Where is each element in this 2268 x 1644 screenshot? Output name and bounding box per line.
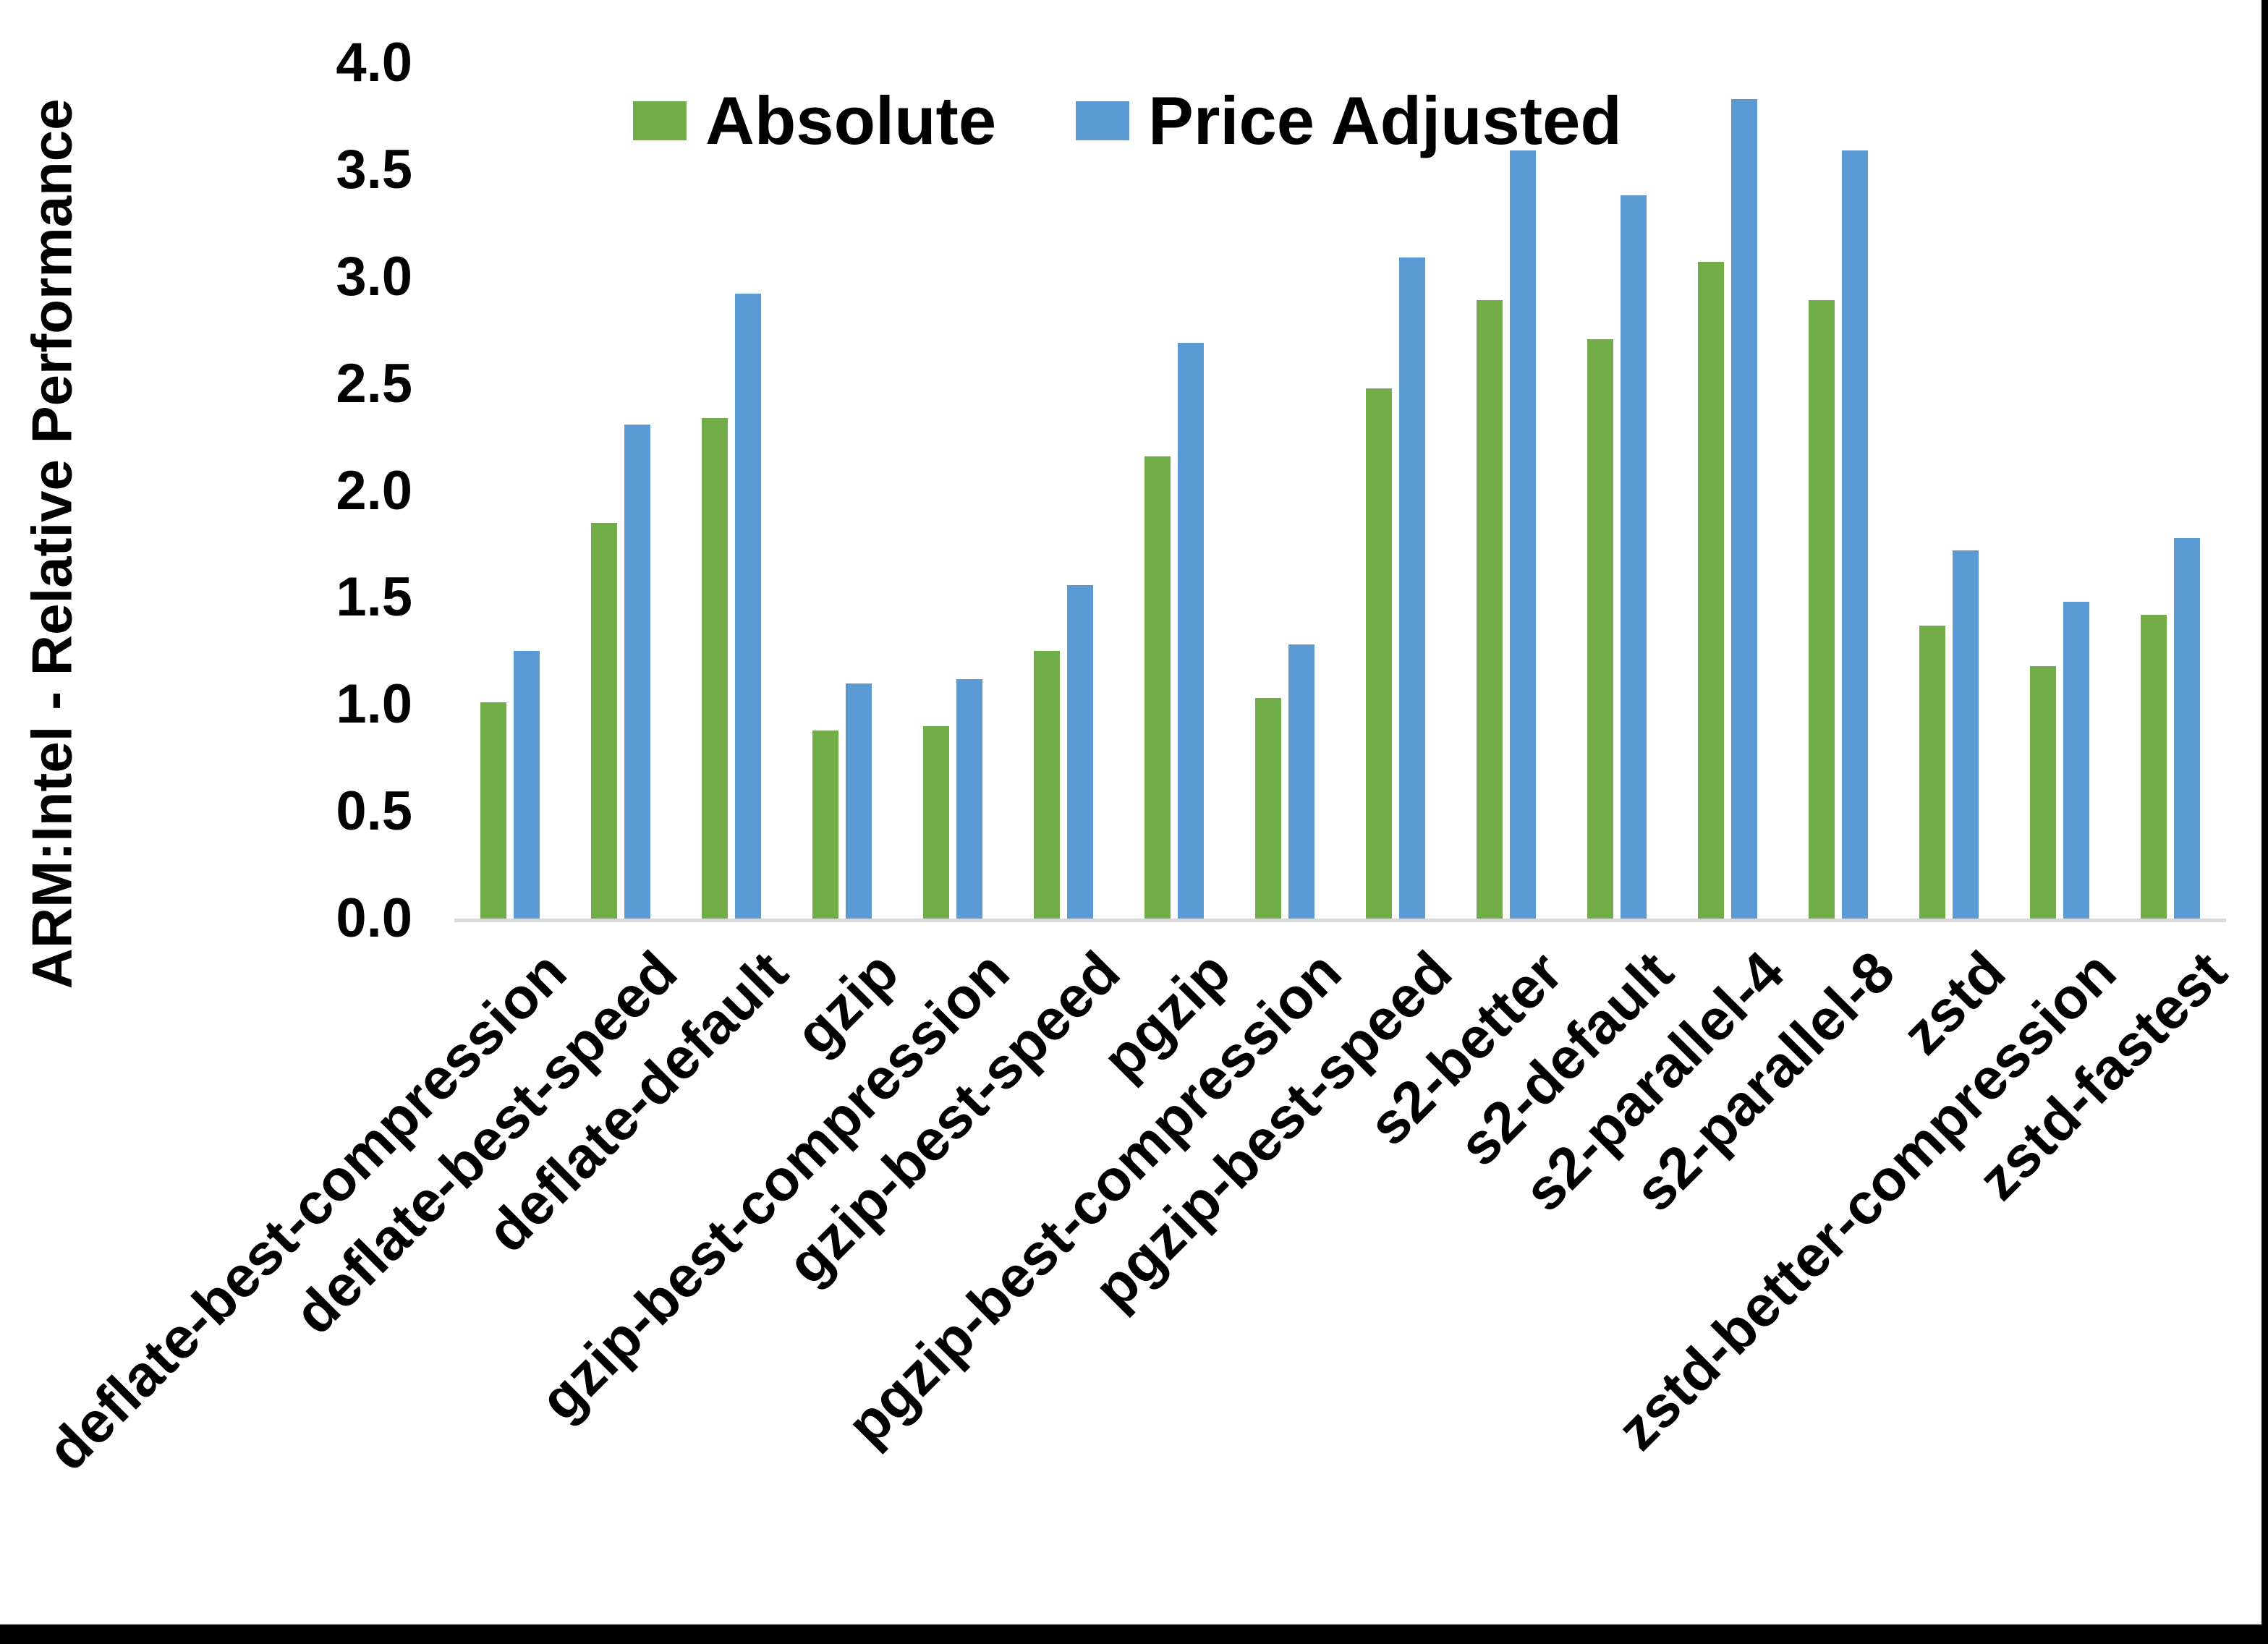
y-tick-label: 0.0 xyxy=(336,887,412,949)
bar-price-adjusted xyxy=(2063,602,2090,919)
bar-group-s2-parallel-8 xyxy=(1783,63,1894,919)
bar-absolute xyxy=(1477,300,1503,919)
x-axis-label-deflate-best-speed: deflate-best-speed xyxy=(281,939,689,1347)
bar-group-pgzip-best-compression xyxy=(1229,63,1340,919)
bar-absolute xyxy=(1366,388,1393,919)
y-tick-label: 3.5 xyxy=(336,138,412,200)
legend-label-absolute: Absolute xyxy=(705,82,997,158)
y-tick-label: 3.0 xyxy=(336,245,412,307)
plot-area xyxy=(454,63,2226,922)
bar-group-s2-better xyxy=(1451,63,1562,919)
x-axis-label-zstd-fastest: zstd-fastest xyxy=(1966,939,2239,1212)
bar-absolute xyxy=(2030,666,2057,919)
y-tick-label: 4.0 xyxy=(336,32,412,93)
bar-absolute xyxy=(812,730,838,919)
bar-group-gzip-best-speed xyxy=(1008,63,1118,919)
legend: Absolute Price Adjusted xyxy=(633,87,1622,155)
bar-absolute xyxy=(922,725,949,919)
bar-price-adjusted xyxy=(845,683,872,919)
bar-absolute xyxy=(701,417,728,919)
bar-price-adjusted xyxy=(1399,257,1426,919)
bar-price-adjusted xyxy=(513,651,540,919)
legend-swatch-price-adjusted xyxy=(1076,101,1130,140)
bar-absolute xyxy=(1698,262,1725,919)
y-tick-label: 2.0 xyxy=(336,459,412,521)
page-border-bottom xyxy=(0,1624,2268,1644)
bar-group-zstd-fastest xyxy=(2115,63,2226,919)
x-axis-label-s2-parallel-8: s2-parallel-8 xyxy=(1622,939,1907,1224)
bar-group-deflate-best-compression xyxy=(454,63,565,919)
y-tick-label: 1.5 xyxy=(336,566,412,629)
bar-group-deflate-default xyxy=(676,63,786,919)
bar-group-pgzip xyxy=(1118,63,1229,919)
x-axis-label-s2-parallel-4: s2-parallel-4 xyxy=(1511,939,1796,1224)
bar-group-gzip-best-compression xyxy=(897,63,1008,919)
legend-label-price-adjusted: Price Adjusted xyxy=(1148,82,1622,158)
y-tick-label: 0.5 xyxy=(336,780,412,843)
bar-price-adjusted xyxy=(1288,644,1314,919)
bar-price-adjusted xyxy=(1953,550,1979,919)
x-axis-label-gzip: gzip xyxy=(783,939,911,1067)
bar-price-adjusted xyxy=(1842,150,1869,919)
x-axis-label-zstd: zstd xyxy=(1890,939,2018,1067)
bar-price-adjusted xyxy=(2174,537,2201,919)
y-tick-label: 1.0 xyxy=(336,673,412,736)
x-axis-label-deflate-default: deflate-default xyxy=(474,939,800,1264)
bar-group-s2-parallel-4 xyxy=(1673,63,1783,919)
y-axis-title: ARM:Intel - Relative Performance xyxy=(20,98,84,989)
bar-price-adjusted xyxy=(734,294,761,919)
x-axis-label-s2-better: s2-better xyxy=(1356,939,1575,1158)
legend-item-absolute: Absolute xyxy=(633,87,996,155)
bar-group-gzip xyxy=(786,63,897,919)
bar-absolute xyxy=(590,522,617,919)
bar-price-adjusted xyxy=(1621,195,1647,919)
bar-absolute xyxy=(2141,615,2167,919)
bar-group-zstd xyxy=(1894,63,2005,919)
bar-absolute xyxy=(1254,698,1281,919)
bar-price-adjusted xyxy=(1177,343,1204,919)
x-axis-label-pgzip: pgzip xyxy=(1090,939,1243,1092)
x-axis-label-s2-default: s2-default xyxy=(1446,939,1686,1178)
bar-price-adjusted xyxy=(1066,584,1093,919)
x-axis-label-deflate-best-compression: deflate-best-compression xyxy=(34,939,578,1483)
x-axis-label-gzip-best-compression: gzip-best-compression xyxy=(527,939,1022,1433)
bar-price-adjusted xyxy=(956,678,982,919)
bar-absolute xyxy=(1587,338,1614,919)
bar-absolute xyxy=(1033,651,1060,919)
bar-group-zstd-better-compression xyxy=(2005,63,2115,919)
bar-absolute xyxy=(1919,625,1946,919)
y-tick-label: 2.5 xyxy=(336,352,412,414)
bar-absolute xyxy=(480,702,506,919)
x-axis-label-gzip-best-speed: gzip-best-speed xyxy=(774,939,1132,1296)
x-axis-label-pgzip-best-compression: pgzip-best-compression xyxy=(834,939,1354,1458)
bar-absolute xyxy=(1809,300,1835,919)
legend-swatch-absolute xyxy=(633,101,687,140)
bar-price-adjusted xyxy=(624,424,650,919)
page-border-right xyxy=(2261,0,2268,1644)
x-axis-label-pgzip-best-speed: pgzip-best-speed xyxy=(1082,939,1464,1321)
bar-absolute xyxy=(1144,456,1171,919)
bar-price-adjusted xyxy=(1731,99,1758,919)
legend-item-price-adjusted: Price Adjusted xyxy=(1076,87,1622,155)
bar-group-deflate-best-speed xyxy=(565,63,676,919)
bar-group-s2-default xyxy=(1562,63,1673,919)
y-axis-ticks: 4.0 3.5 3.0 2.5 2.0 1.5 1.0 0.5 0.0 xyxy=(289,35,412,946)
bar-price-adjusted xyxy=(1510,150,1537,919)
bar-group-pgzip-best-speed xyxy=(1341,63,1451,919)
x-axis-label-zstd-better-compression: zstd-better-compression xyxy=(1605,939,2128,1462)
